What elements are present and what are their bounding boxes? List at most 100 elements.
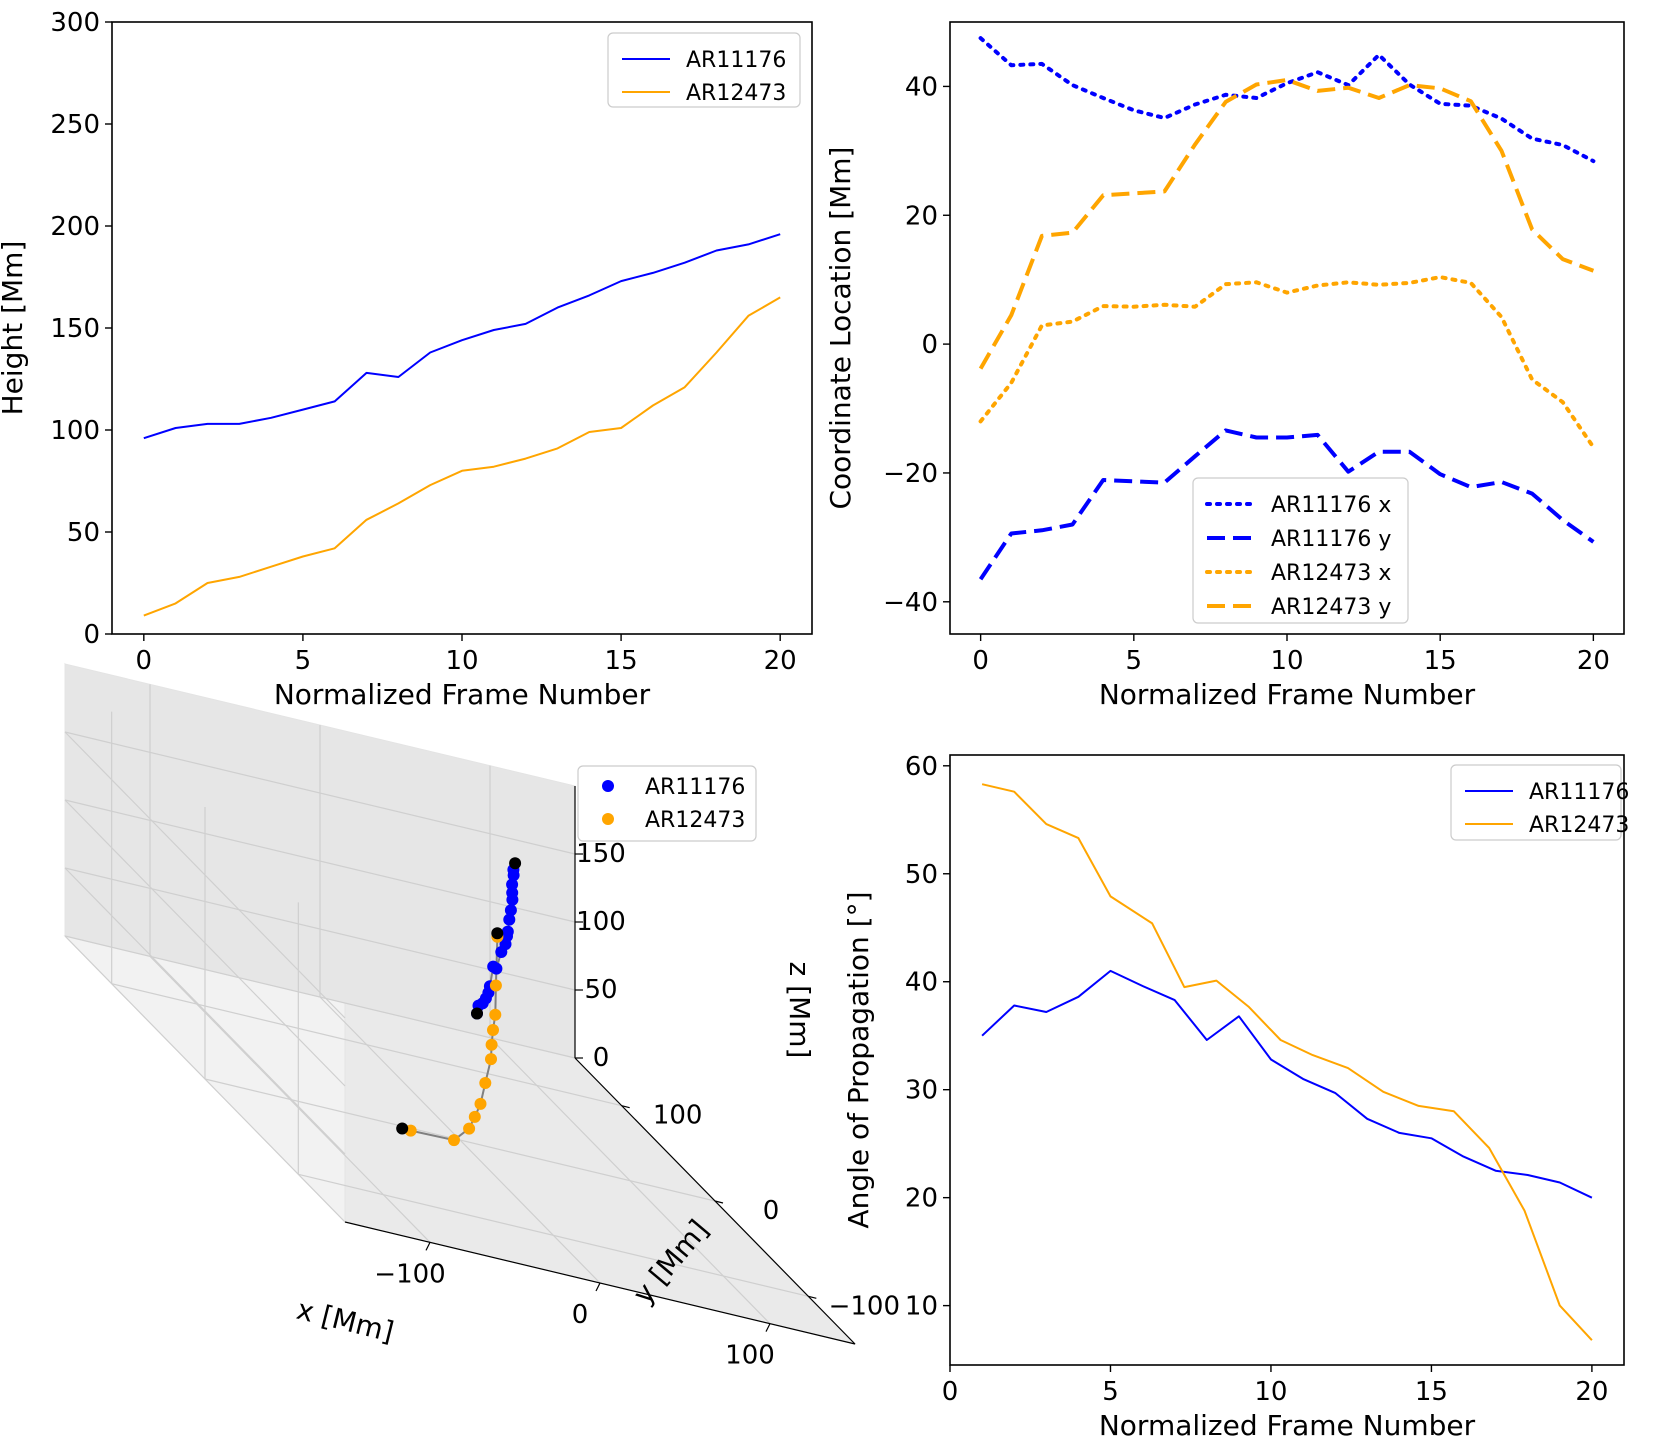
- legend-box: [1192, 477, 1409, 624]
- x-tick-label: 0: [942, 1377, 959, 1407]
- scatter-point-1: [487, 1024, 499, 1036]
- grid-line: [298, 1173, 809, 1297]
- scatter-point-0: [504, 904, 517, 917]
- grid-line: [64, 799, 576, 923]
- legend-label-0: AR11176: [686, 48, 786, 73]
- legend-label-2: AR12473 x: [1271, 561, 1391, 586]
- z-tick-label: 0: [593, 1043, 610, 1073]
- y-tick-mark: [714, 1200, 724, 1204]
- series-line-1: [978, 428, 1595, 581]
- series-line-1: [981, 783, 1593, 1341]
- scatter-point-1: [489, 979, 502, 992]
- x-tick-mark: [765, 1323, 771, 1332]
- series-line-2: [978, 275, 1596, 450]
- x-tick-mark: [595, 1282, 601, 1292]
- y-tick-label: 0: [921, 330, 938, 360]
- y-tick-label: −40: [883, 588, 938, 618]
- grid-line: [64, 867, 346, 1155]
- y-tick-label: 40: [905, 968, 938, 998]
- scatter-point-1: [463, 1122, 476, 1135]
- scatter-point-0: [506, 886, 519, 899]
- x-axis-label: Normalized Frame Number: [274, 678, 651, 711]
- y-tick-label: 200: [50, 212, 100, 242]
- x-tick-label: 0: [972, 646, 989, 676]
- legend-label-1: AR12473: [1529, 813, 1629, 838]
- scatter-point-2: [396, 1122, 409, 1135]
- x-axis-label: Normalized Frame Number: [1099, 1409, 1476, 1442]
- x-tick-label: 5: [295, 646, 312, 676]
- legend-marker-1: [602, 813, 614, 825]
- x-tick-label: 20: [1575, 1377, 1608, 1407]
- legend-box: [607, 32, 801, 108]
- legend-box: [1450, 764, 1622, 841]
- legend-marker-0: [602, 780, 614, 792]
- y-axis-label: Angle of Propagation [°]: [842, 891, 875, 1228]
- y-tick-label: 60: [905, 752, 938, 782]
- grid-line: [64, 731, 576, 855]
- z-tick-label: 100: [576, 907, 626, 937]
- scatter-point-0: [506, 878, 519, 891]
- x-tick-label: 20: [1577, 646, 1610, 676]
- y-tick-label: 250: [50, 110, 100, 140]
- y-tick-label: 100: [50, 416, 100, 446]
- scatter-point-2: [471, 1007, 483, 1020]
- x-tick-label: 10: [445, 646, 478, 676]
- x-tick-label: 10: [1270, 646, 1303, 676]
- scatter-point-2: [491, 927, 504, 940]
- scatter-point-1: [485, 1053, 497, 1066]
- y-tick-label: 100: [653, 1101, 703, 1131]
- y-tick-label: 300: [50, 8, 100, 38]
- scatter-point-1: [485, 1038, 498, 1051]
- y-tick-label: 20: [905, 1184, 938, 1214]
- x-tick-label: 15: [1424, 646, 1457, 676]
- scatter-point-1: [474, 1097, 487, 1110]
- series-line-1: [143, 296, 781, 617]
- scatter-point-1: [468, 1110, 481, 1123]
- x-axis-label: Normalized Frame Number: [1099, 678, 1476, 711]
- grid-line: [64, 935, 576, 1059]
- series-line-3: [978, 78, 1595, 370]
- y-tick-label: −20: [883, 459, 938, 489]
- y-tick-label: 0: [83, 620, 100, 650]
- grid-line: [64, 799, 346, 1087]
- x-tick-label: 10: [1254, 1377, 1287, 1407]
- legend-label-0: AR11176 x: [1271, 493, 1391, 518]
- y-tick-label: 10: [905, 1292, 938, 1322]
- x-tick-label: 15: [1415, 1377, 1448, 1407]
- y-tick-label: 0: [763, 1196, 780, 1226]
- x-tick-label: 20: [764, 646, 797, 676]
- legend-label-1: AR12473: [645, 808, 745, 833]
- x-tick-label: 100: [725, 1341, 775, 1371]
- y-tick-label: 20: [905, 201, 938, 231]
- y-tick-label: 50: [67, 518, 100, 548]
- legend-label-0: AR11176: [645, 775, 745, 800]
- x-tick-label: 15: [605, 646, 638, 676]
- legend-label-3: AR12473 y: [1271, 595, 1391, 620]
- angle-chart: 0 5 10 15 20 10 20 30 40 50 60 Normalized Frame Num…: [842, 752, 1629, 1442]
- y-tick-label: −100: [829, 1291, 900, 1321]
- grid-line: [64, 935, 346, 1223]
- grid-line: [111, 983, 622, 1107]
- scatter-point-1: [489, 1008, 502, 1021]
- y-tick-label: 30: [905, 1076, 938, 1106]
- z-tick-label: 150: [576, 839, 626, 869]
- x-tick-label: 0: [136, 646, 153, 676]
- x-tick-label: 0: [572, 1300, 589, 1330]
- y-tick-mark: [808, 1295, 817, 1299]
- x-tick-label: −100: [374, 1259, 445, 1289]
- y-axis-label: Height [Mm]: [0, 241, 29, 416]
- y-axis-label: Coordinate Location [Mm]: [824, 146, 857, 509]
- scatter-point-0: [503, 913, 516, 926]
- plot-frame: [949, 754, 1625, 1366]
- series-line-0: [978, 36, 1596, 164]
- grid-line: [204, 1078, 716, 1202]
- scatter-point-0: [501, 925, 514, 938]
- x-tick-mark: [425, 1242, 431, 1251]
- scatter-point-1: [479, 1077, 492, 1089]
- grid-line: [64, 731, 346, 1019]
- x-tick-label: 5: [1102, 1377, 1119, 1407]
- series-line-0: [143, 233, 781, 440]
